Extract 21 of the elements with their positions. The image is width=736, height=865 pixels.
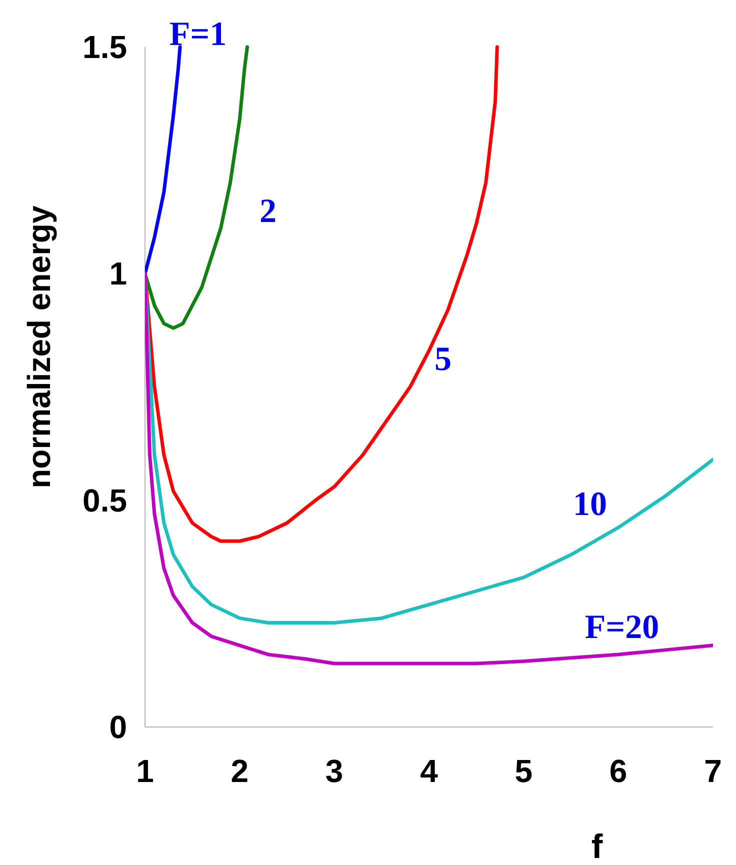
x-tick-label: 1 [136, 753, 154, 789]
line-series [145, 45, 249, 330]
y-tick-label: 0.5 [82, 482, 127, 518]
series-label: F=20 [584, 609, 660, 646]
x-tick-label: 5 [514, 753, 533, 789]
x-axis-title: f [591, 828, 604, 865]
line-series [145, 45, 499, 543]
x-tick-label: 6 [609, 753, 628, 789]
y-tick-label: 1.5 [82, 29, 127, 65]
y-tick-label: 1 [109, 256, 127, 292]
series-label: 10 [573, 486, 607, 523]
series-label: F=1 [169, 16, 227, 53]
series-label: 5 [434, 341, 452, 378]
y-axis-title: normalized energy [21, 205, 57, 488]
y-tick-label: 0 [109, 709, 127, 745]
x-tick-label: 3 [325, 753, 344, 789]
x-tick-label: 4 [420, 753, 438, 789]
x-tick-label: 2 [230, 753, 249, 789]
x-tick-label: 7 [704, 753, 722, 789]
series-label: 2 [260, 193, 276, 230]
line-series [145, 45, 182, 276]
